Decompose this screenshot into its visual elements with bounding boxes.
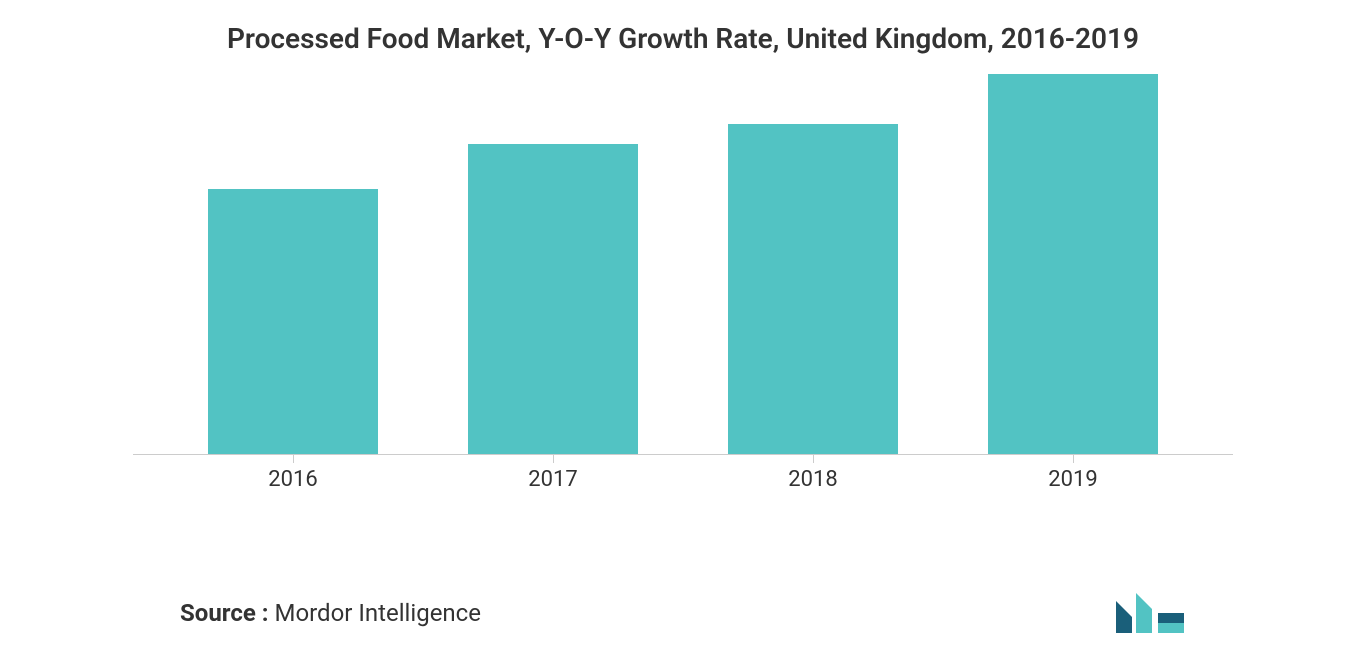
x-label-3: 2019 [988, 467, 1158, 507]
bar-group-3 [988, 74, 1158, 454]
bar-group-0 [208, 189, 378, 454]
bar-1 [468, 144, 638, 454]
plot-area [133, 65, 1233, 455]
brand-logo-icon [1114, 591, 1186, 635]
source-value: Mordor Intelligence [274, 599, 480, 627]
x-axis-labels: 2016 2017 2018 2019 [133, 467, 1233, 507]
source-text: Source : Mordor Intelligence [180, 599, 481, 627]
x-label-0: 2016 [208, 467, 378, 507]
bar-3 [988, 74, 1158, 454]
chart-title: Processed Food Market, Y-O-Y Growth Rate… [0, 0, 1366, 65]
source-label: Source : [180, 599, 269, 627]
chart-container: 2016 2017 2018 2019 [133, 65, 1233, 505]
bar-group-2 [728, 124, 898, 454]
x-label-1: 2017 [468, 467, 638, 507]
bar-2 [728, 124, 898, 454]
bar-0 [208, 189, 378, 454]
footer: Source : Mordor Intelligence [0, 591, 1366, 635]
x-label-2: 2018 [728, 467, 898, 507]
bar-group-1 [468, 144, 638, 454]
